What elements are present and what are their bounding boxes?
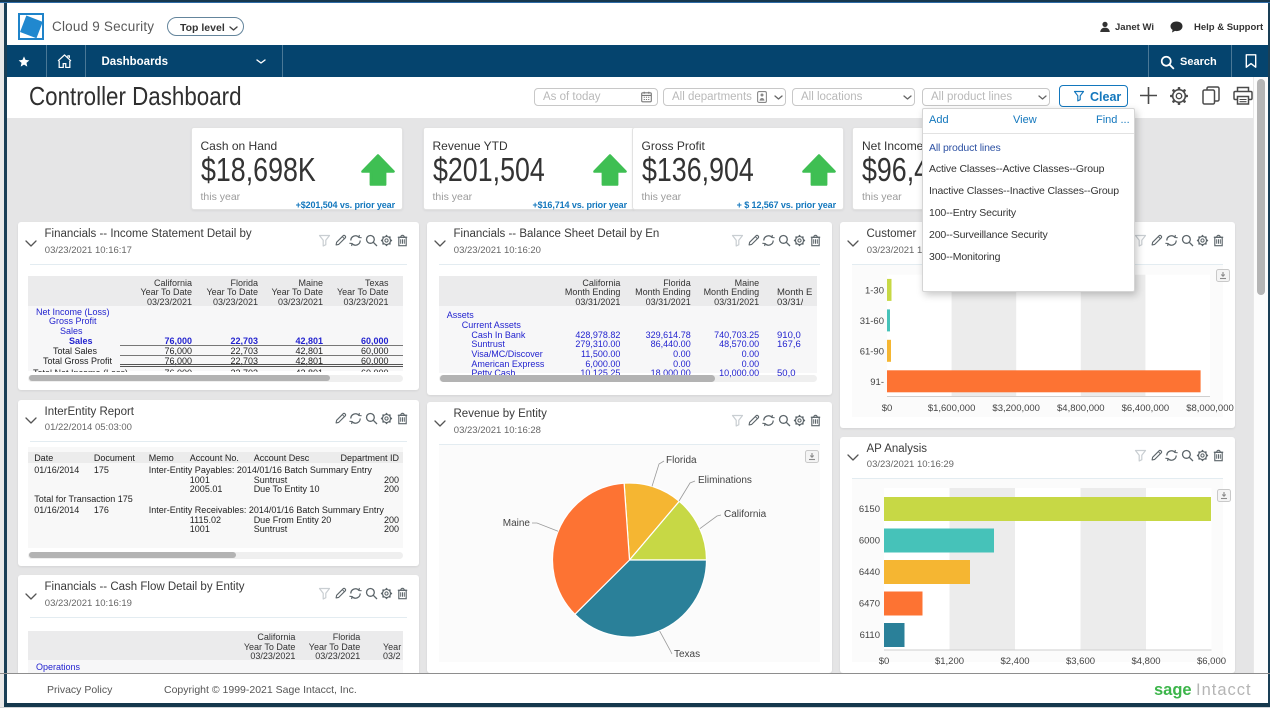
svg-text:$1,600,000: $1,600,000 [928,403,976,414]
svg-text:$8,000,000: $8,000,000 [1186,403,1234,414]
svg-text:6440: 6440 [859,567,880,578]
svg-text:$3,600: $3,600 [1066,656,1095,667]
svg-text:91-: 91- [870,376,884,387]
svg-text:Maine: Maine [503,518,531,529]
svg-text:Eliminations: Eliminations [698,475,752,486]
svg-text:$0: $0 [879,656,890,667]
svg-text:6110: 6110 [860,630,880,641]
svg-text:$4,800,000: $4,800,000 [1057,403,1105,414]
svg-text:Florida: Florida [666,455,697,466]
svg-text:$1,200: $1,200 [935,656,964,667]
svg-text:$6,400,000: $6,400,000 [1122,403,1170,414]
svg-text:6150: 6150 [859,504,880,515]
svg-text:31-60: 31-60 [860,315,884,326]
svg-text:6000: 6000 [859,536,880,547]
svg-text:$4,800: $4,800 [1131,656,1160,667]
svg-text:1-30: 1-30 [865,285,884,296]
svg-text:61-90: 61-90 [860,346,884,357]
svg-text:$3,200,000: $3,200,000 [992,403,1040,414]
svg-text:$2,400: $2,400 [1000,656,1029,667]
svg-text:California: California [724,509,767,520]
svg-text:$0: $0 [882,403,893,414]
svg-text:$6,000: $6,000 [1197,656,1226,667]
svg-text:6470: 6470 [859,599,880,610]
svg-text:Texas: Texas [674,649,700,660]
